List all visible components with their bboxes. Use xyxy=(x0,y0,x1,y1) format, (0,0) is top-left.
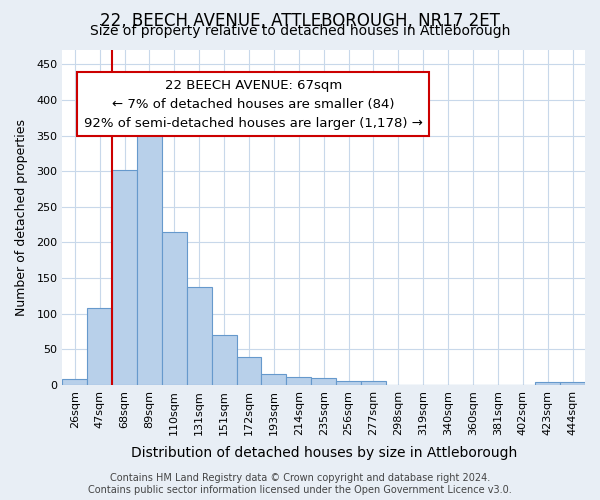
Bar xyxy=(137,128,162,385)
Bar xyxy=(87,308,112,385)
Bar xyxy=(336,380,361,385)
Bar xyxy=(62,379,87,385)
Text: Contains HM Land Registry data © Crown copyright and database right 2024.
Contai: Contains HM Land Registry data © Crown c… xyxy=(88,474,512,495)
Bar xyxy=(112,170,137,385)
Bar xyxy=(286,377,311,385)
Bar xyxy=(162,232,187,385)
Y-axis label: Number of detached properties: Number of detached properties xyxy=(15,119,28,316)
Bar xyxy=(262,374,286,385)
Bar xyxy=(560,382,585,385)
Bar xyxy=(311,378,336,385)
X-axis label: Distribution of detached houses by size in Attleborough: Distribution of detached houses by size … xyxy=(131,446,517,460)
Text: 22, BEECH AVENUE, ATTLEBOROUGH, NR17 2ET: 22, BEECH AVENUE, ATTLEBOROUGH, NR17 2ET xyxy=(100,12,500,30)
Bar xyxy=(535,382,560,385)
Text: 22 BEECH AVENUE: 67sqm
← 7% of detached houses are smaller (84)
92% of semi-deta: 22 BEECH AVENUE: 67sqm ← 7% of detached … xyxy=(84,78,423,130)
Bar xyxy=(187,286,212,385)
Bar xyxy=(361,382,386,385)
Text: Size of property relative to detached houses in Attleborough: Size of property relative to detached ho… xyxy=(90,24,510,38)
Bar xyxy=(212,335,236,385)
Bar xyxy=(236,357,262,385)
